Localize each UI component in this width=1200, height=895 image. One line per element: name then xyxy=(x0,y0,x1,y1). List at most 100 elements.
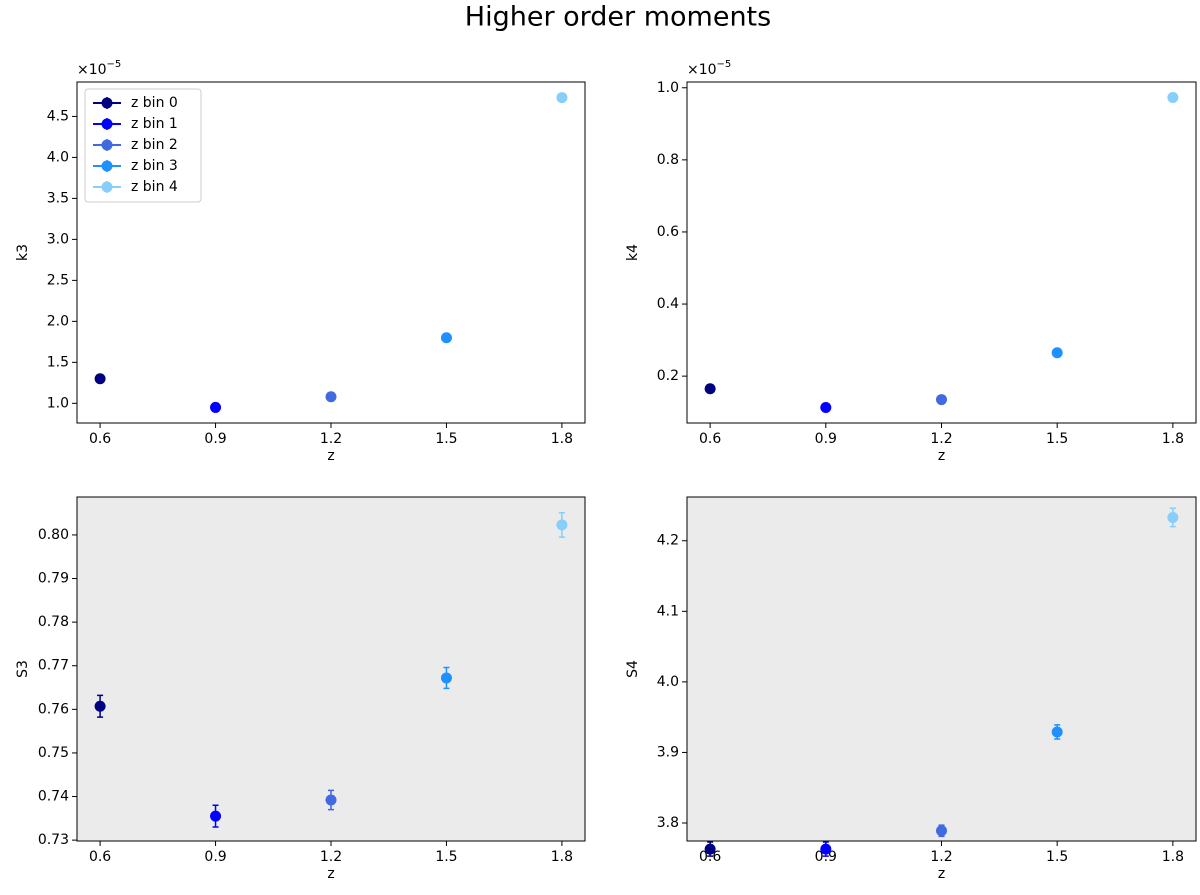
x-tick-label: 1.2 xyxy=(930,849,952,865)
x-tick-label: 1.2 xyxy=(320,849,342,865)
y-tick-label: 1.0 xyxy=(47,395,69,411)
legend-marker xyxy=(101,139,113,151)
legend-label: z bin 4 xyxy=(131,179,178,195)
point xyxy=(820,843,832,855)
y-tick-label: 2.5 xyxy=(47,272,69,288)
y-tick-label: 0.75 xyxy=(38,745,69,761)
y-tick-label: 3.8 xyxy=(657,815,679,831)
x-tick-label: 0.6 xyxy=(89,431,111,447)
axes-frame xyxy=(76,81,586,424)
legend-box xyxy=(84,88,202,203)
point xyxy=(440,332,452,344)
legend-marker xyxy=(101,118,113,130)
point xyxy=(94,373,106,385)
y-axis-label: S3 xyxy=(15,660,31,678)
offset-base: ×10 xyxy=(687,62,717,78)
y-tick-label: 3.0 xyxy=(47,231,69,247)
x-tick-label: 0.9 xyxy=(815,849,837,865)
legend-label: z bin 1 xyxy=(131,116,178,132)
point xyxy=(210,401,222,413)
x-axis-label: z xyxy=(938,866,945,882)
y-tick-label: 0.80 xyxy=(38,527,69,543)
point xyxy=(440,672,452,684)
legend-marker xyxy=(101,160,113,172)
x-tick-label: 1.2 xyxy=(930,431,952,447)
y-tick-label: 0.77 xyxy=(38,658,69,674)
y-tick-label: 0.6 xyxy=(657,224,679,240)
point xyxy=(1051,347,1063,359)
point xyxy=(556,92,568,104)
point xyxy=(325,794,337,806)
point xyxy=(210,810,222,822)
y-tick-label: 0.2 xyxy=(657,368,679,384)
point xyxy=(94,700,106,712)
offset-label: ×10−5 xyxy=(77,59,121,78)
x-tick-label: 0.6 xyxy=(89,849,111,865)
legend-label: z bin 3 xyxy=(131,158,178,174)
y-tick-label: 0.78 xyxy=(38,614,69,630)
y-tick-label: 2.0 xyxy=(47,313,69,329)
x-axis-label: z xyxy=(327,448,334,464)
y-tick-label: 4.5 xyxy=(47,108,69,124)
subplot: 0.6 0.9 1.2 1.5 1.8 1.0 1.5 2.0 2.5 3.0 3.5 4.0 4.5 z… xyxy=(15,59,586,464)
x-tick-label: 1.5 xyxy=(435,431,457,447)
axes-frame xyxy=(76,496,586,842)
point xyxy=(704,843,716,855)
axes-frame xyxy=(686,496,1197,842)
x-tick-label: 1.5 xyxy=(1046,431,1068,447)
y-tick-label: 0.76 xyxy=(38,701,69,717)
y-tick-label: 0.74 xyxy=(38,789,69,805)
subplot: 0.6 0.9 1.2 1.5 1.8 3.8 3.9 4.0 4.1 4.2 z S4 xyxy=(625,496,1197,882)
y-axis-label: k4 xyxy=(625,244,641,261)
x-tick-label: 1.8 xyxy=(1162,849,1184,865)
plot-area xyxy=(687,497,1196,841)
y-tick-label: 0.8 xyxy=(657,152,679,168)
offset-base: ×10 xyxy=(77,62,107,78)
offset-exponent: −5 xyxy=(107,59,122,70)
point xyxy=(325,391,337,403)
x-tick-label: 0.9 xyxy=(815,431,837,447)
point xyxy=(936,394,947,406)
y-tick-label: 4.0 xyxy=(657,674,679,690)
y-tick-label: 4.0 xyxy=(47,149,69,165)
legend-marker xyxy=(101,97,113,109)
point xyxy=(820,402,832,413)
y-axis-label: S4 xyxy=(625,660,641,678)
y-axis-label: k3 xyxy=(15,244,31,261)
x-tick-label: 0.6 xyxy=(699,431,721,447)
x-tick-label: 0.9 xyxy=(204,431,226,447)
axes-frame xyxy=(686,81,1197,424)
figure-title: Higher order moments xyxy=(465,2,771,33)
plot-area xyxy=(77,497,585,841)
y-tick-label: 3.9 xyxy=(657,744,679,760)
subplot: 0.6 0.9 1.2 1.5 1.8 0.73 0.74 0.75 0.76 0.77 0.78 0… xyxy=(15,496,586,882)
x-tick-label: 1.8 xyxy=(1162,431,1184,447)
x-tick-label: 0.6 xyxy=(699,849,721,865)
plot-area xyxy=(687,82,1196,423)
x-tick-label: 1.5 xyxy=(435,849,457,865)
x-tick-label: 1.5 xyxy=(1046,849,1068,865)
offset-label: ×10−5 xyxy=(687,59,731,78)
x-axis-label: z xyxy=(938,448,945,464)
legend-label: z bin 0 xyxy=(131,95,178,111)
legend-marker xyxy=(101,181,113,193)
x-tick-label: 1.8 xyxy=(551,431,573,447)
x-tick-label: 1.2 xyxy=(320,431,342,447)
y-tick-label: 0.79 xyxy=(38,571,69,587)
point xyxy=(1167,92,1179,103)
offset-exponent: −5 xyxy=(717,59,732,70)
y-tick-label: 0.73 xyxy=(38,832,69,848)
point xyxy=(704,383,716,395)
y-tick-label: 0.4 xyxy=(657,296,679,312)
y-tick-label: 4.2 xyxy=(657,533,679,549)
y-tick-label: 4.1 xyxy=(657,603,679,619)
point xyxy=(1167,511,1179,523)
y-tick-label: 1.5 xyxy=(47,354,69,370)
subplot: 0.6 0.9 1.2 1.5 1.8 0.2 0.4 0.6 0.8 1.0 z k4 ×10−5 xyxy=(625,59,1197,464)
legend-label: z bin 2 xyxy=(131,137,178,153)
x-tick-label: 0.9 xyxy=(204,849,226,865)
y-tick-label: 3.5 xyxy=(47,190,69,206)
point xyxy=(936,825,947,837)
